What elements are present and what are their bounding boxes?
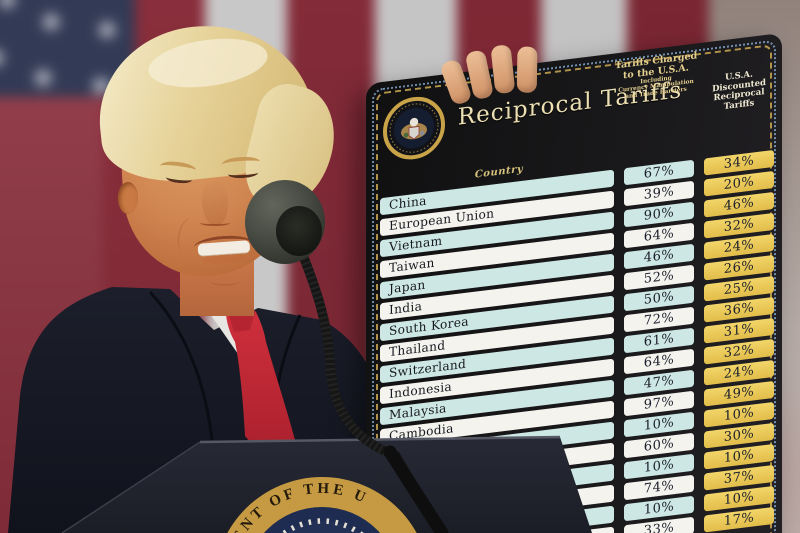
podium: SIDENT OF THE U: [61, 435, 592, 533]
six-point-star-icon: ✶: [0, 0, 23, 22]
podium-edge-highlight: [199, 435, 561, 444]
six-point-star-icon: ✶: [0, 42, 10, 78]
six-point-star-icon: ✶: [28, 59, 59, 100]
chin-crease: [210, 276, 240, 286]
podium-edge-left: [61, 441, 201, 533]
six-point-star-icon: ✶: [36, 3, 67, 44]
suit-lapel-line: [148, 290, 214, 441]
six-point-star-icon: ✶: [92, 11, 123, 52]
person-head: [90, 15, 346, 316]
microphone-capsule: [276, 206, 322, 256]
tie: [226, 306, 295, 464]
nose-shadow: [200, 220, 230, 226]
ear: [118, 182, 138, 214]
tariff-board: Reciprocal Tariffs Tariffs Charged to th…: [366, 32, 782, 533]
presidential-seal-icon: [383, 96, 445, 160]
flag-blue-canton: ✶ ✶ ✶ ✶ ✶ ✶: [0, 0, 135, 106]
